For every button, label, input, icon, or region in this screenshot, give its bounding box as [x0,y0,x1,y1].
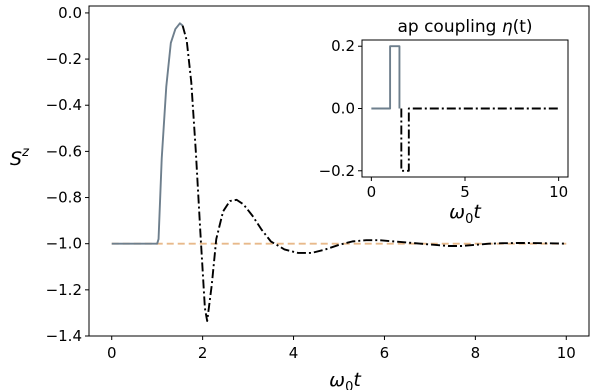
inset-y-axis: 0.2 0.0 −0.2 [319,37,362,180]
inset-y-tick-label: 0.0 [331,100,355,118]
main-x-tick-label: 0 [107,344,117,362]
main-x-tick-label: 8 [471,344,481,362]
main-y-tick-label: −0.4 [46,96,82,114]
inset-title-prefix: ap coupling [397,17,501,37]
inset-title-suffix: (t) [513,17,533,37]
inset-series-line-0 [371,45,401,110]
main-series-line-2 [181,25,567,322]
main-y-axis-label-base: S [10,148,22,170]
main-plot: 0 2 4 6 8 10 0.0−0.2−0.4−0.6−0.8−1.0−1.2−1.4 … [10,4,590,390]
main-x-axis-label: ω0t [329,369,362,390]
main-y-axis-label-sup: z [21,145,30,160]
inset-y-tick-label: −0.2 [319,162,355,180]
main-x-tick-label: 6 [380,344,390,362]
main-x-tick-label: 2 [198,344,208,362]
inset-y-tick-label: 0.2 [331,37,355,55]
main-y-tick-label: −0.6 [46,142,82,160]
main-y-axis: 0.0 −0.2 −0.4 −0.6 −0.8 −1.0 −1.2 −1.4 [46,4,89,345]
inset-x-tick-label: 0 [367,183,377,201]
inset-plot: 0 5 10 0.20.0−0.2 ap coupling η(t) ω0t [319,17,569,227]
inset-x-axis: 0 5 10 [367,177,568,201]
main-y-axis-label: Sz [10,145,30,170]
inset-x-axis-label-var: t [473,201,482,223]
main-y-tick-label: −0.2 [46,50,82,68]
inset-x-axis-label-base: ω [449,201,465,223]
inset-series-line-1 [400,107,559,172]
inset-series-group [371,45,559,172]
main-y-tick-label: −0.8 [46,189,82,207]
main-x-axis-label-sub: 0 [345,380,353,390]
inset-x-axis-label-sub: 0 [465,212,473,227]
main-plot-frame [88,5,590,337]
main-x-tick-label: 4 [289,344,299,362]
main-y-tick-label: −1.2 [46,281,82,299]
inset-title: ap coupling η(t) [397,17,532,37]
main-x-axis-label-base: ω [329,369,345,390]
main-y-tick-label: 0.0 [58,4,82,22]
main-series-group [111,22,567,322]
inset-x-tick-label: 10 [549,183,568,201]
inset-title-var: η [502,17,513,37]
main-x-tick-label: 10 [557,344,576,362]
main-x-axis: 0 2 4 6 8 10 [107,336,576,362]
main-y-tick-label: −1.0 [46,235,82,253]
main-series-line-1 [111,22,184,245]
main-x-axis-label-var: t [353,369,362,390]
inset-x-tick-label: 5 [460,183,470,201]
inset-x-axis-label: ω0t [449,201,482,227]
main-y-tick-label: −1.4 [46,327,82,345]
